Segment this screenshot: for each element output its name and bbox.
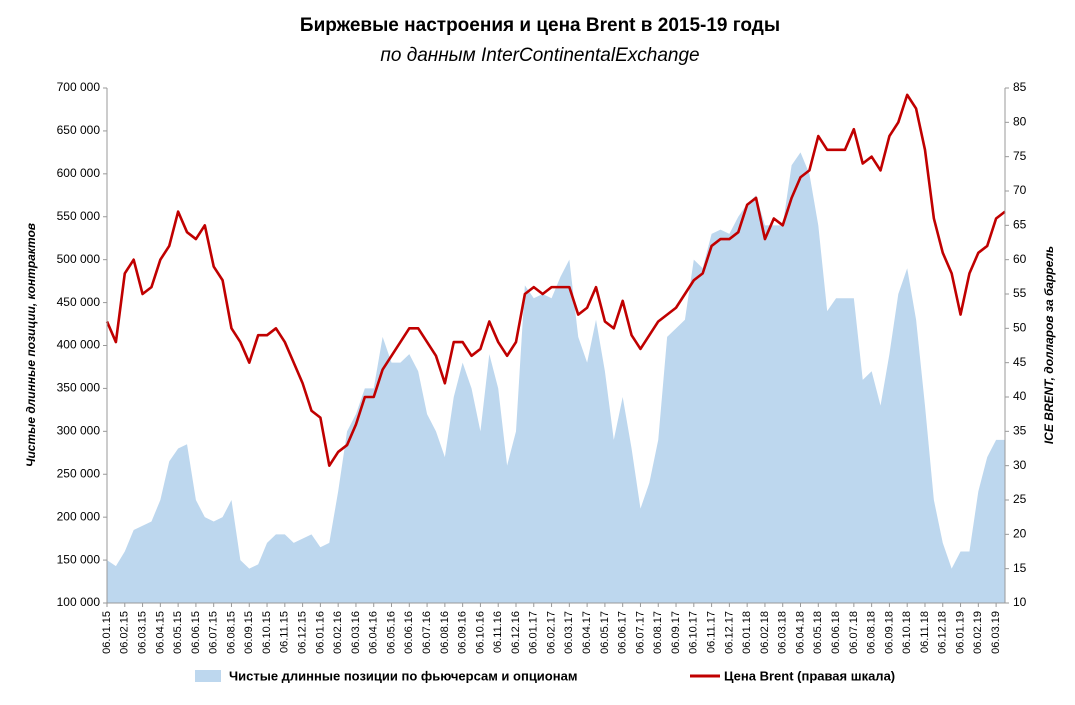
x-tick-label: 06.08.17	[652, 611, 664, 654]
x-tick-label: 06.08.16	[439, 611, 451, 654]
x-tick-label: 06.05.16	[385, 611, 397, 654]
x-tick-label: 06.01.18	[741, 611, 753, 654]
x-tick-label: 06.10.17	[688, 611, 700, 654]
y2-tick-label: 45	[1013, 355, 1027, 369]
x-tick-label: 06.07.17	[634, 611, 646, 654]
y2-tick-label: 10	[1013, 595, 1027, 609]
x-tick-label: 06.03.17	[563, 611, 575, 654]
x-tick-label: 06.03.15	[136, 611, 148, 654]
x-tick-label: 06.05.15	[172, 611, 184, 654]
y2-axis-title: ICE BRENT, долларов за баррель	[1042, 246, 1056, 444]
y-tick-label: 550 000	[57, 209, 101, 223]
y2-tick-label: 55	[1013, 286, 1027, 300]
y-tick-label: 600 000	[57, 166, 101, 180]
x-tick-label: 06.11.16	[492, 611, 504, 653]
y2-tick-label: 70	[1013, 183, 1027, 197]
x-tick-label: 06.10.16	[474, 611, 486, 654]
y2-tick-label: 65	[1013, 218, 1027, 232]
x-tick-label: 06.02.19	[972, 611, 984, 654]
y2-tick-label: 50	[1013, 321, 1027, 335]
chart-subtitle: по данным InterContinentalExchange	[380, 45, 699, 66]
x-tick-label: 06.10.15	[261, 611, 273, 654]
x-tick-label: 06.08.18	[866, 611, 878, 654]
y-tick-label: 200 000	[57, 509, 101, 523]
x-tick-label: 06.09.18	[883, 611, 895, 654]
y-tick-label: 250 000	[57, 466, 101, 480]
x-tick-label: 06.04.16	[368, 611, 380, 654]
x-tick-label: 06.11.17	[706, 611, 718, 653]
y-axis-title: Чистые длинные позиции, контрактов	[24, 223, 38, 467]
x-tick-label: 06.02.17	[545, 611, 557, 654]
y-tick-label: 500 000	[57, 252, 101, 266]
y-tick-label: 400 000	[57, 338, 101, 352]
x-tick-label: 06.06.18	[830, 611, 842, 654]
area	[107, 152, 1005, 603]
x-tick-label: 06.12.17	[723, 611, 735, 654]
x-tick-label: 06.01.15	[101, 611, 113, 654]
x-tick-label: 06.11.15	[279, 611, 291, 653]
legend-label: Цена Brent (правая шкала)	[724, 668, 895, 683]
x-tick-label: 06.04.18	[794, 611, 806, 654]
y2-tick-label: 75	[1013, 149, 1027, 163]
x-tick-label: 06.06.16	[403, 611, 415, 654]
x-tick-label: 06.12.16	[510, 611, 522, 654]
chart-title: Биржевые настроения и цена Brent в 2015-…	[300, 15, 780, 36]
y2-tick-label: 35	[1013, 424, 1027, 438]
y-tick-label: 700 000	[57, 80, 101, 94]
x-tick-label: 06.01.19	[954, 611, 966, 654]
x-tick-label: 06.03.18	[777, 611, 789, 654]
x-tick-label: 06.12.15	[297, 611, 309, 654]
y2-tick-label: 25	[1013, 492, 1027, 506]
y-tick-label: 300 000	[57, 424, 101, 438]
x-tick-label: 06.04.15	[154, 611, 166, 654]
x-tick-label: 06.08.15	[225, 611, 237, 654]
x-tick-label: 06.07.16	[421, 611, 433, 654]
x-tick-label: 06.05.18	[812, 611, 824, 654]
x-tick-label: 06.06.15	[190, 611, 202, 654]
x-tick-label: 06.12.18	[937, 611, 949, 654]
x-tick-label: 06.05.17	[599, 611, 611, 654]
y2-tick-label: 15	[1013, 561, 1027, 575]
x-tick-label: 06.04.17	[581, 611, 593, 654]
x-tick-label: 06.10.18	[901, 611, 913, 654]
y2-tick-label: 85	[1013, 80, 1027, 94]
legend-swatch	[195, 670, 221, 682]
x-tick-label: 06.02.16	[332, 611, 344, 654]
x-tick-label: 06.11.18	[919, 611, 931, 653]
y-tick-label: 150 000	[57, 552, 101, 566]
x-tick-label: 06.09.15	[243, 611, 255, 654]
y-tick-label: 350 000	[57, 381, 101, 395]
x-tick-label: 06.06.17	[617, 611, 629, 654]
x-tick-label: 06.01.17	[528, 611, 540, 654]
y-tick-label: 100 000	[57, 595, 101, 609]
x-tick-label: 06.02.18	[759, 611, 771, 654]
x-tick-label: 06.07.15	[208, 611, 220, 654]
x-tick-label: 06.09.17	[670, 611, 682, 654]
y-tick-label: 450 000	[57, 295, 101, 309]
x-tick-label: 06.02.15	[119, 611, 131, 654]
y2-tick-label: 40	[1013, 389, 1027, 403]
y2-tick-label: 20	[1013, 527, 1027, 541]
y2-tick-label: 80	[1013, 115, 1027, 129]
x-tick-label: 06.01.16	[314, 611, 326, 654]
y2-tick-label: 30	[1013, 458, 1027, 472]
x-tick-label: 06.03.19	[990, 611, 1002, 654]
legend-label: Чистые длинные позиции по фьючерсам и оп…	[229, 668, 577, 683]
y2-tick-label: 60	[1013, 252, 1027, 266]
line	[105, 93, 1006, 467]
x-tick-label: 06.09.16	[457, 611, 469, 654]
x-tick-label: 06.07.18	[848, 611, 860, 654]
x-tick-label: 06.03.16	[350, 611, 362, 654]
y-tick-label: 650 000	[57, 123, 101, 137]
